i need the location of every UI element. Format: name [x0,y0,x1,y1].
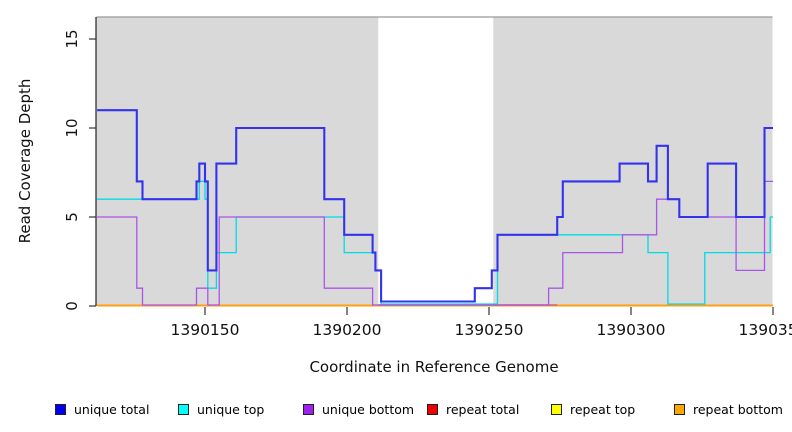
x-tick-label: 1390200 [312,321,381,339]
coverage-chart: 0 5 10 15 1390150 1390200 1390250 1390300 139035… [16,16,792,376]
y-axis-title: Read Coverage Depth [16,79,34,244]
series-lines [97,109,773,307]
legend-label: repeat top [570,401,636,417]
legend-item-repeat-total: repeat total [427,401,519,417]
unique-top-swatch [178,403,189,415]
repeat-bottom-swatch [674,403,685,415]
repeat-top-swatch [551,403,562,415]
legend-item-repeat-bottom: repeat bottom [674,401,783,417]
axes: 0 5 10 15 1390150 1390200 1390250 1390300 139035… [63,17,792,339]
repeat-total-swatch [427,403,438,415]
x-tick-label: 1390350 [738,321,792,339]
legend-label: unique total [74,401,150,417]
unique-bottom-swatch [303,403,314,415]
y-tick-label: 5 [63,212,81,222]
x-axis-title: Coordinate in Reference Genome [309,358,558,376]
x-tick-label: 1390250 [454,321,523,339]
legend-item-unique-total: unique total [55,401,149,417]
plot-background [96,16,773,306]
unique-total-swatch [55,403,66,415]
no-coverage-gap-band [378,17,494,306]
legend-item-unique-top: unique top [178,401,264,417]
legend-label: unique bottom [322,401,415,417]
x-tick-label: 1390300 [596,321,665,339]
x-tick-label: 1390150 [170,321,239,339]
legend-label: repeat bottom [693,401,783,417]
y-tick-label: 10 [63,118,81,137]
legend-label: repeat total [446,401,520,417]
chart-legend: unique total unique top unique bottom re… [0,398,792,428]
legend-item-unique-bottom: unique bottom [303,401,414,417]
legend-item-repeat-top: repeat top [551,401,635,417]
legend-label: unique top [197,401,265,417]
y-tick-label: 15 [63,29,81,48]
y-tick-label: 0 [63,301,81,311]
series-line-unique-total [97,109,773,303]
